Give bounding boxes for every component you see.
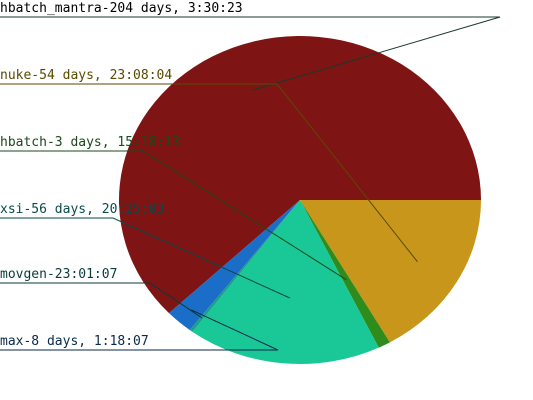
pie-slice-0	[119, 36, 481, 314]
leader-line-4	[0, 282, 203, 319]
slice-label-2: hbatch-3 days, 15:18:13	[0, 135, 180, 150]
slice-label-0: hbatch_mantra-204 days, 3:30:23	[0, 1, 243, 16]
pie-slice-1	[300, 200, 481, 343]
slice-label-3: xsi-56 days, 20:25:03	[0, 202, 164, 217]
slice-labels: hbatch_mantra-204 days, 3:30:23 nuke-54 d…	[0, 1, 243, 349]
leader-line-1	[0, 83, 418, 263]
pie-slice-5	[169, 200, 300, 331]
leader-line-3	[0, 217, 291, 299]
leader-line-5	[0, 309, 279, 351]
slice-label-1: nuke-54 days, 23:08:04	[0, 68, 172, 83]
pie-slice-3	[192, 200, 379, 365]
slice-label-5: max-8 days, 1:18:07	[0, 334, 149, 349]
leader-line-0	[0, 16, 501, 91]
pie-slices	[119, 36, 481, 365]
leader-lines	[0, 16, 501, 351]
slice-label-4: movgen-23:01:07	[0, 267, 117, 282]
pie-slice-2	[300, 200, 390, 348]
leader-line-2	[0, 150, 347, 281]
